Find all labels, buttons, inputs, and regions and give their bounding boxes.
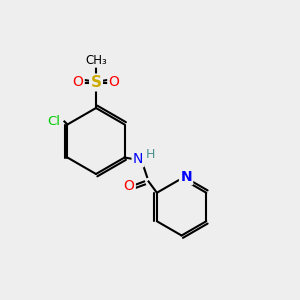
Text: O: O [109,76,119,89]
Text: O: O [124,179,134,193]
Text: H: H [146,148,155,161]
Text: O: O [73,76,83,89]
Text: N: N [133,152,143,166]
Text: N: N [180,170,192,184]
Text: S: S [91,75,101,90]
Text: Cl: Cl [47,115,60,128]
Text: CH₃: CH₃ [85,53,107,67]
